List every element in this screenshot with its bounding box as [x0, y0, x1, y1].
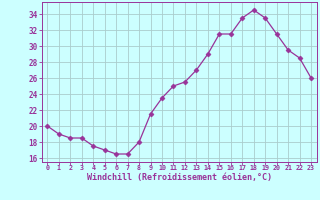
X-axis label: Windchill (Refroidissement éolien,°C): Windchill (Refroidissement éolien,°C) [87, 173, 272, 182]
